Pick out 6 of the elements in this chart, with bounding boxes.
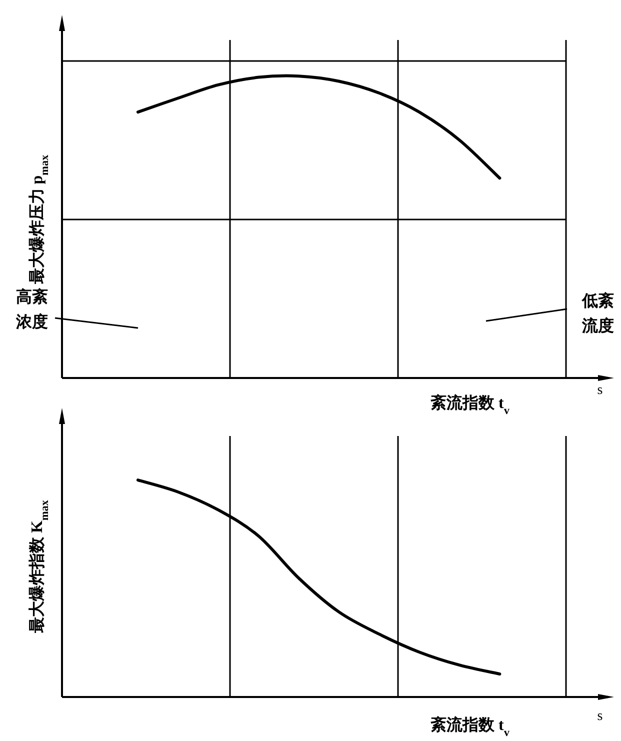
text: s bbox=[597, 383, 603, 398]
x-axis-title: 紊流指数 t$_{v}$ bbox=[430, 715, 510, 739]
text: s bbox=[597, 709, 603, 724]
text: 高紊浓度 bbox=[15, 287, 48, 331]
text: 低紊流度 bbox=[581, 291, 614, 335]
x-axis-title: 紊流指数 t$_{v}$ bbox=[430, 393, 510, 417]
